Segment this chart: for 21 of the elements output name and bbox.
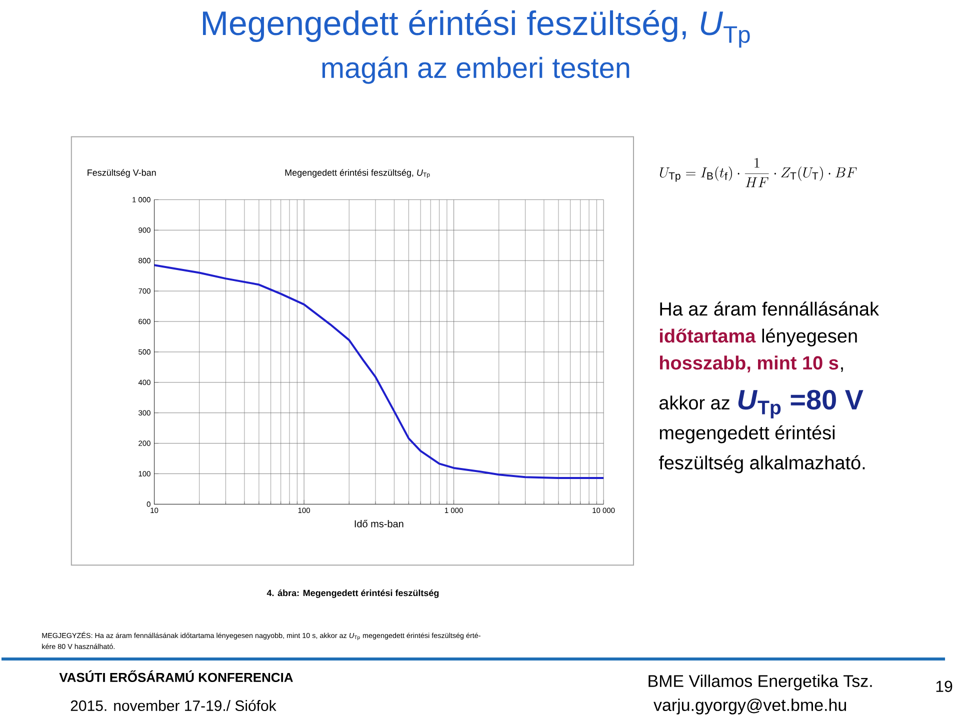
text: , [841, 367, 843, 372]
chart-title: Megengedett érintési feszültség, U$_{Tp}$ [203, 10, 750, 48]
text: 19 [936, 680, 952, 692]
text: varju.gyorgy@vet.bme.hu [654, 698, 846, 714]
text: megengedett érintési [660, 425, 835, 444]
text: feszültség alkalmazható. [658, 455, 865, 474]
text: 4. ábra: Megengedett érintési feszültség [266, 590, 439, 598]
text: $U_{\mathrm{Tp}} = I_{\mathrm{B}}(t_{\mathrm{f}})\cdot\frac{1}{HF}\cdot Z_{\mathrm{T}}(U_{\mathrm{T}})\cdot BF$ [660, 158, 857, 188]
text: Megengedett érintési feszültség, U$_{Tp}$ [285, 169, 430, 178]
text: Ha az áram fennállásának [660, 302, 880, 316]
text: VASÚTI ERŐSÁRAMÚ KONFERENCIA [59, 670, 293, 682]
text: időtartama [660, 328, 756, 343]
chart-subtitle: magán az emberi testen [322, 56, 630, 84]
x-axis-title: Idő ms-ban [354, 520, 404, 528]
text: 2015. november 17-19./ Siófok [70, 700, 276, 712]
text: hosszabb, mint 10 s [660, 356, 838, 372]
text: U$_{Tp}$ =80 V [738, 390, 864, 418]
text: BME Villamos Energetika Tsz. [648, 674, 872, 690]
text: akkor az [659, 396, 730, 410]
text: lényegesen [762, 328, 857, 346]
y-axis-title: Feszültség V-ban [88, 169, 156, 178]
